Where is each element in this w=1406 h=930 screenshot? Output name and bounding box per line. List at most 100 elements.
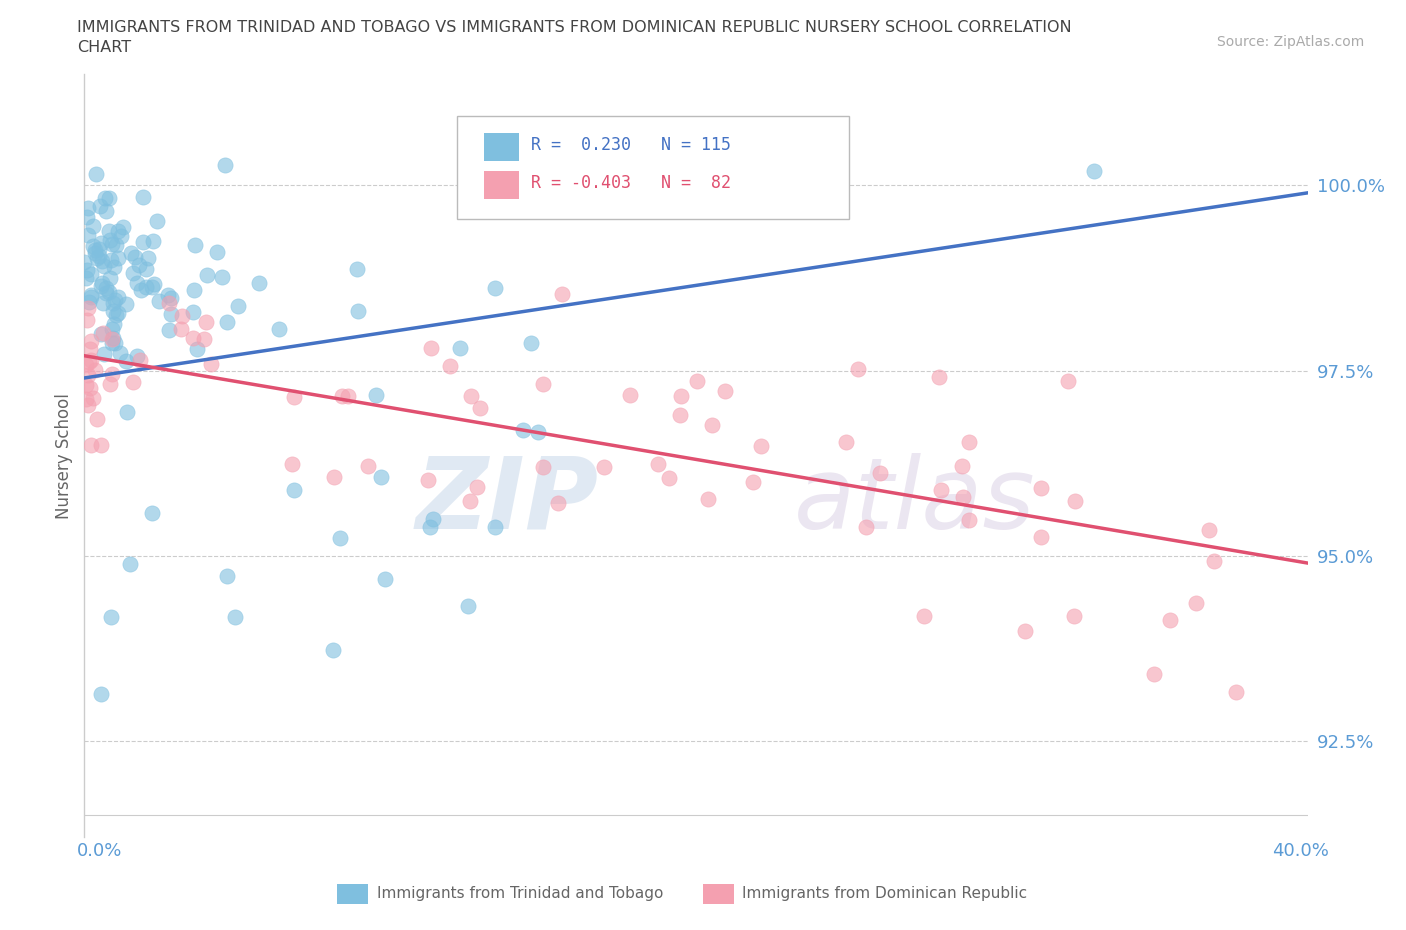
Point <box>107 305 129 320</box>
Point <box>90 254 112 269</box>
Point <box>76 209 98 224</box>
Point <box>269 322 291 337</box>
Point <box>128 258 150 272</box>
Point <box>181 330 204 345</box>
Point <box>122 266 145 281</box>
Point <box>80 266 103 281</box>
Point <box>77 300 100 315</box>
Point <box>80 334 103 349</box>
Point <box>468 401 491 416</box>
Point <box>129 283 152 298</box>
FancyBboxPatch shape <box>457 116 849 219</box>
Point <box>156 287 179 302</box>
Point <box>125 275 148 290</box>
FancyBboxPatch shape <box>484 133 519 161</box>
Point <box>91 296 114 311</box>
Point <box>80 352 103 367</box>
Point <box>418 472 440 487</box>
Point <box>79 341 101 356</box>
Point <box>90 437 112 452</box>
Point <box>484 281 506 296</box>
Point <box>115 405 138 419</box>
Point <box>84 243 107 258</box>
Point <box>131 189 153 204</box>
Point <box>107 251 129 266</box>
Point <box>215 569 238 584</box>
Point <box>80 290 103 305</box>
Point <box>148 293 170 308</box>
Point <box>531 377 554 392</box>
Point <box>329 531 352 546</box>
Point <box>90 279 112 294</box>
Point <box>82 239 104 254</box>
Point <box>1159 613 1181 628</box>
Text: CHART: CHART <box>77 40 131 55</box>
Point <box>157 296 180 311</box>
Point <box>322 643 344 658</box>
Point <box>114 353 136 368</box>
Point <box>82 391 104 405</box>
Point <box>76 367 98 382</box>
Point <box>75 271 97 286</box>
Point <box>89 242 111 257</box>
Point <box>1014 624 1036 639</box>
Point <box>86 166 108 181</box>
Point <box>465 480 488 495</box>
Point <box>702 418 724 432</box>
Point <box>848 362 870 377</box>
Point <box>77 398 100 413</box>
Point <box>181 304 204 319</box>
Point <box>90 326 112 341</box>
Point <box>128 352 150 367</box>
Point <box>214 158 236 173</box>
Point <box>1225 684 1247 699</box>
Point <box>647 457 669 472</box>
Point <box>86 250 108 265</box>
Point <box>226 299 249 313</box>
Text: R = -0.403   N =  82: R = -0.403 N = 82 <box>531 175 731 193</box>
Point <box>77 354 100 369</box>
Point <box>950 458 973 473</box>
Point <box>929 483 952 498</box>
Point <box>121 375 143 390</box>
Point <box>952 489 974 504</box>
Point <box>1083 163 1105 178</box>
Point <box>224 609 246 624</box>
Point <box>1064 494 1087 509</box>
Point <box>742 474 765 489</box>
Point <box>869 465 891 480</box>
Point <box>103 317 125 332</box>
Text: Immigrants from Trinidad and Tobago: Immigrants from Trinidad and Tobago <box>377 886 664 901</box>
Point <box>460 389 482 404</box>
Point <box>1056 374 1078 389</box>
Point <box>80 287 103 302</box>
Point <box>374 571 396 586</box>
Point <box>172 309 194 324</box>
Point <box>83 363 105 378</box>
Point <box>86 411 108 426</box>
Point <box>142 276 165 291</box>
Point <box>93 326 115 341</box>
Point <box>93 259 115 273</box>
Point <box>439 359 461 374</box>
Point <box>912 608 935 623</box>
Point <box>195 268 218 283</box>
Point <box>370 470 392 485</box>
Point <box>94 191 117 206</box>
Point <box>100 377 122 392</box>
Point <box>512 422 534 437</box>
Point <box>160 290 183 305</box>
Point <box>332 388 354 403</box>
Point <box>110 228 132 243</box>
Point <box>77 200 100 215</box>
Point <box>103 331 125 346</box>
Point <box>132 234 155 249</box>
FancyBboxPatch shape <box>484 171 519 199</box>
Point <box>90 236 112 251</box>
Point <box>159 306 181 321</box>
Text: 0.0%: 0.0% <box>77 842 122 860</box>
Text: IMMIGRANTS FROM TRINIDAD AND TOBAGO VS IMMIGRANTS FROM DOMINICAN REPUBLIC NURSER: IMMIGRANTS FROM TRINIDAD AND TOBAGO VS I… <box>77 20 1071 35</box>
Point <box>283 483 305 498</box>
Point <box>101 366 124 381</box>
Point <box>322 470 344 485</box>
